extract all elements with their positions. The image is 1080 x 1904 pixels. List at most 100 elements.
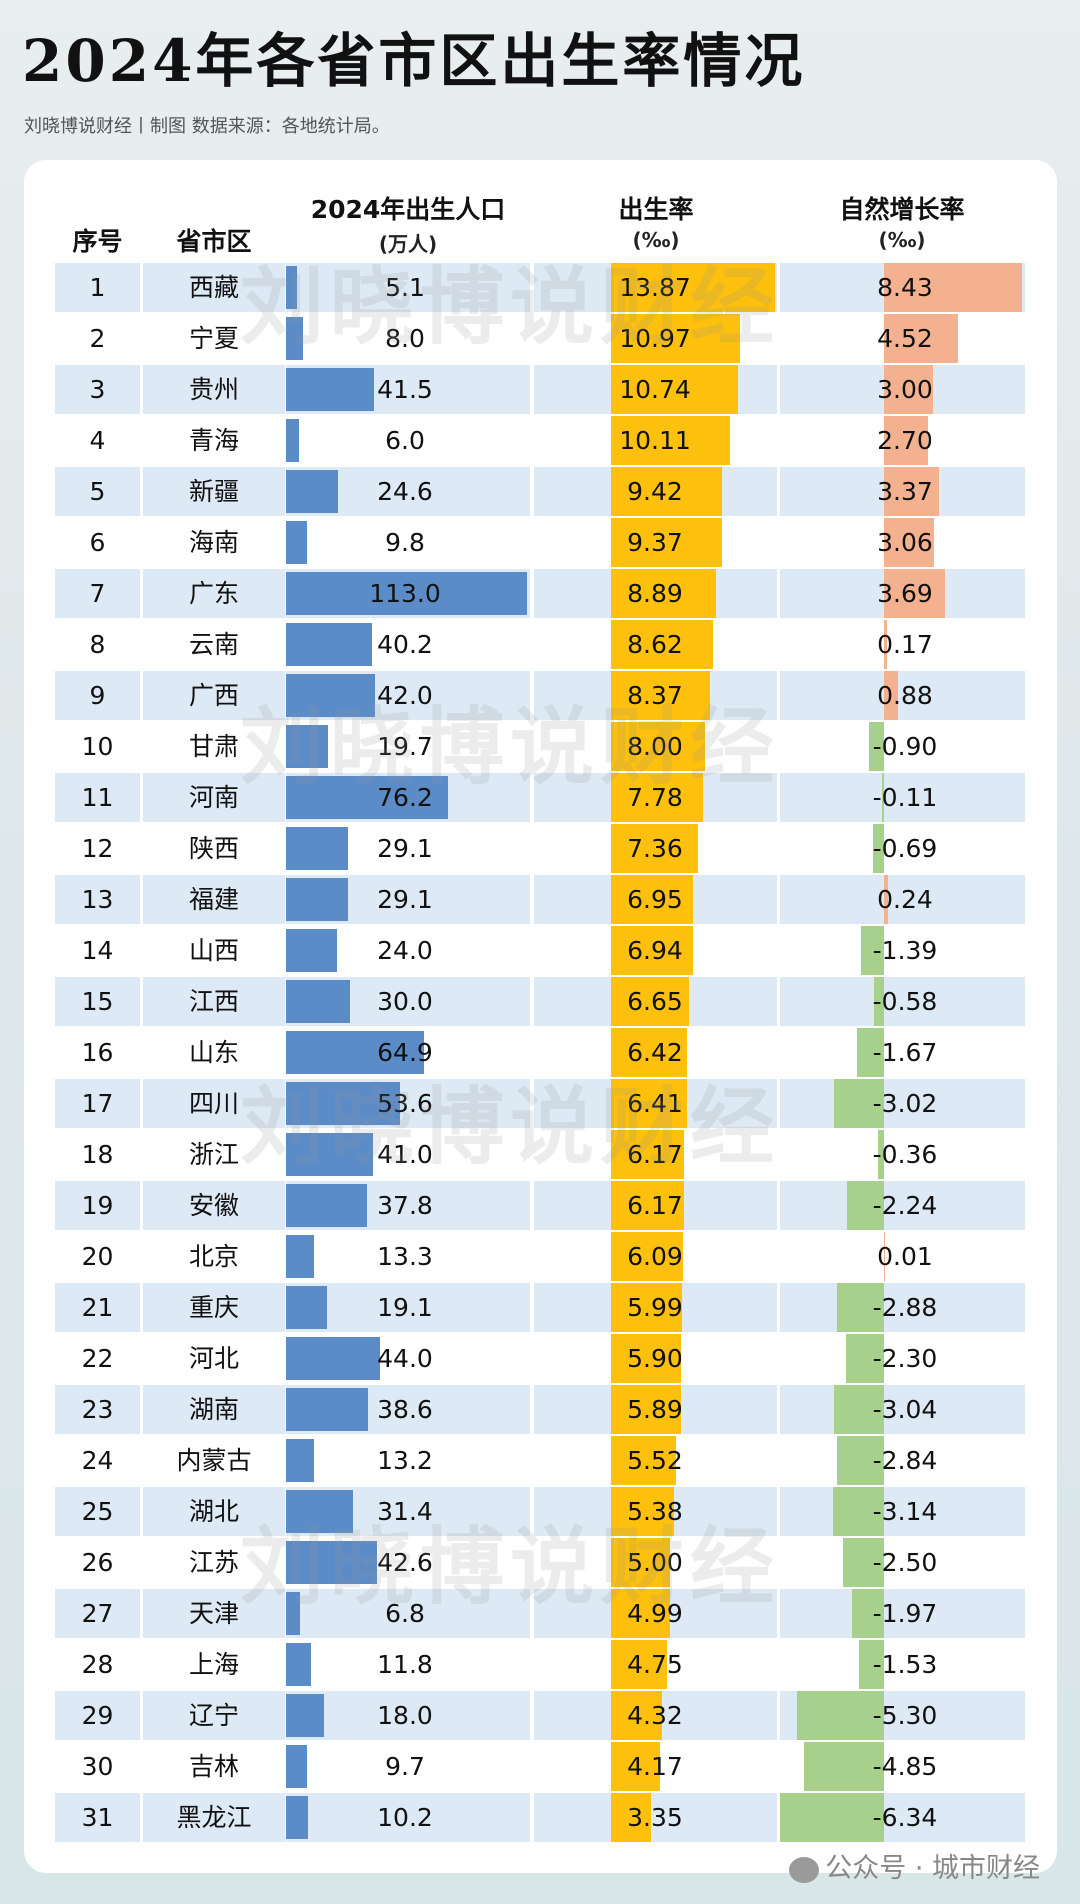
- header-seq: 序号: [72, 227, 123, 256]
- births-value: 10.2: [377, 1803, 433, 1832]
- births-bar: [286, 1235, 315, 1278]
- seq-number: 12: [81, 834, 114, 863]
- births-bar: [286, 1439, 315, 1482]
- birth-rate-value: 8.37: [627, 681, 683, 710]
- seq-number: 10: [81, 732, 114, 761]
- births-value: 19.1: [377, 1293, 433, 1322]
- region-name: 上海: [188, 1650, 239, 1679]
- region-name: 江西: [188, 987, 239, 1016]
- table-cell: [780, 977, 1025, 1026]
- table-row: 24 内蒙古 13.2 5.52 -2.84: [55, 1436, 1025, 1485]
- birth-rate-bar: [611, 1028, 687, 1077]
- table-cell: [143, 365, 285, 414]
- natural-growth-value: 3.06: [877, 528, 933, 557]
- table-cell: [55, 569, 140, 618]
- birth-rate-value: 6.42: [627, 1038, 683, 1067]
- table-row: 9 广西 42.0 8.37 0.88: [55, 671, 1025, 720]
- births-bar: [286, 776, 449, 819]
- birth-rate-bar: [611, 926, 693, 975]
- region-name: 福建: [188, 885, 239, 914]
- birth-rate-value: 5.99: [627, 1293, 683, 1322]
- seq-number: 18: [81, 1140, 114, 1169]
- births-bar: [286, 1133, 374, 1176]
- seq-number: 22: [81, 1344, 114, 1373]
- table-row: 30 吉林 9.7 4.17 -4.85: [55, 1742, 1025, 1791]
- table-cell: [55, 773, 140, 822]
- birth-rate-bar: [611, 1385, 681, 1434]
- table-row: 6 海南 9.8 9.37 3.06: [55, 518, 1025, 567]
- table-cell: [143, 875, 285, 924]
- births-bar: [286, 1745, 307, 1788]
- births-bar: [286, 1337, 380, 1380]
- births-value: 42.6: [377, 1548, 433, 1577]
- natural-growth-bar: [780, 1793, 884, 1842]
- births-value: 41.0: [377, 1140, 433, 1169]
- births-value: 9.7: [385, 1752, 425, 1781]
- natural-growth-value: -3.02: [872, 1089, 938, 1118]
- births-value: 76.2: [377, 783, 433, 812]
- table-cell: [55, 263, 140, 312]
- natural-growth-bar: [851, 1589, 884, 1638]
- birth-rate-bar: [611, 1283, 682, 1332]
- table-row: 22 河北 44.0 5.90 -2.30: [55, 1334, 1025, 1383]
- births-value: 113.0: [369, 579, 441, 608]
- seq-number: 3: [89, 375, 106, 404]
- header-birth-rate-unit: (‰): [632, 228, 680, 252]
- natural-growth-bar: [884, 620, 887, 669]
- natural-growth-value: -0.11: [872, 783, 938, 812]
- table-cell: [143, 569, 285, 618]
- table-row: 28 上海 11.8 4.75 -1.53: [55, 1640, 1025, 1689]
- birth-rate-value: 13.87: [619, 273, 691, 302]
- region-name: 湖南: [188, 1395, 239, 1424]
- births-value: 9.8: [385, 528, 425, 557]
- seq-number: 8: [89, 630, 106, 659]
- births-bar: [286, 1490, 353, 1533]
- table-cell: [143, 1793, 285, 1842]
- table-cell: [143, 1385, 285, 1434]
- table-cell: [55, 365, 140, 414]
- natural-growth-bar: [832, 1487, 884, 1536]
- table-cell: [55, 1385, 140, 1434]
- births-bar: [286, 419, 299, 462]
- natural-growth-bar: [856, 1028, 884, 1077]
- birth-rate-bar: [611, 824, 698, 873]
- table-cell: [780, 875, 1025, 924]
- birth-rate-bar: [611, 1793, 651, 1842]
- table-row: 20 北京 13.3 6.09 0.01: [55, 1232, 1025, 1281]
- region-name: 河北: [188, 1344, 239, 1373]
- header-births-unit: (万人): [378, 232, 438, 256]
- births-value: 42.0: [377, 681, 433, 710]
- wechat-icon: [789, 1856, 820, 1883]
- table-cell: [143, 467, 285, 516]
- births-value: 13.2: [377, 1446, 433, 1475]
- birth-rate-value: 6.17: [627, 1191, 683, 1220]
- births-value: 18.0: [377, 1701, 433, 1730]
- table-row: 13 福建 29.1 6.95 0.24: [55, 875, 1025, 924]
- births-bar: [286, 1286, 327, 1329]
- table-row: 25 湖北 31.4 5.38 -3.14: [55, 1487, 1025, 1536]
- birth-rate-value: 6.94: [627, 936, 683, 965]
- birth-rate-bar: [611, 1742, 661, 1791]
- natural-growth-value: 0.01: [877, 1242, 933, 1271]
- table-cell: [55, 1283, 140, 1332]
- births-bar: [286, 521, 307, 564]
- birth-rate-value: 8.89: [627, 579, 683, 608]
- natural-growth-value: 4.52: [877, 324, 933, 353]
- births-bar: [286, 1796, 308, 1839]
- birth-rate-value: 6.17: [627, 1140, 683, 1169]
- birth-rate-bar: [611, 1589, 670, 1638]
- table-row: 18 浙江 41.0 6.17 -0.36: [55, 1130, 1025, 1179]
- birth-rate-value: 10.74: [619, 375, 691, 404]
- table-cell: [143, 263, 285, 312]
- births-bar: [286, 929, 338, 972]
- header-births: 2024年出生人口: [310, 195, 506, 224]
- births-bar: [286, 1694, 325, 1737]
- region-name: 广西: [188, 681, 239, 710]
- births-value: 29.1: [377, 885, 433, 914]
- table-row: 12 陕西 29.1 7.36 -0.69: [55, 824, 1025, 873]
- table-cell: [534, 1793, 777, 1842]
- births-value: 41.5: [377, 375, 433, 404]
- birth-rate-value: 6.41: [627, 1089, 683, 1118]
- birth-rate-value: 10.11: [619, 426, 691, 455]
- table-row: 23 湖南 38.6 5.89 -3.04: [55, 1385, 1025, 1434]
